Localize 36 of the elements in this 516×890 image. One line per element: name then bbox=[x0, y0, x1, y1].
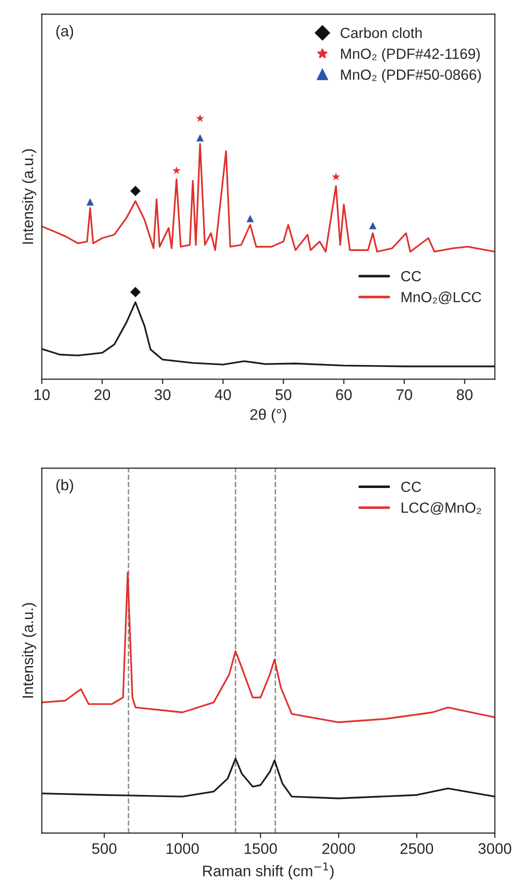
x-tick-label: 50 bbox=[276, 389, 292, 400]
x-tick-label: 30 bbox=[154, 389, 171, 400]
legend-label: CC bbox=[401, 271, 421, 282]
x-tick-label: 2000 bbox=[322, 843, 356, 854]
legend-label: MnO₂ (PDF#50-0866) bbox=[341, 69, 481, 83]
x-tick-label: 2500 bbox=[400, 843, 434, 854]
x-tick-label: 80 bbox=[456, 389, 473, 400]
point bbox=[172, 166, 181, 174]
point bbox=[86, 198, 94, 206]
legend-label: MnO₂@LCC bbox=[402, 292, 482, 304]
point bbox=[332, 172, 340, 180]
x-tick-label: 60 bbox=[336, 389, 352, 400]
text: (a) bbox=[56, 25, 74, 40]
point bbox=[246, 214, 254, 222]
x-tick-label: 500 bbox=[92, 843, 116, 854]
x-axis-title: 2θ (°) bbox=[250, 408, 286, 423]
point bbox=[196, 114, 204, 122]
x-tick-label: 1500 bbox=[244, 843, 277, 854]
legend-label: Carbon cloth bbox=[340, 27, 422, 38]
legend-label: LCC@MnO₂ bbox=[402, 502, 481, 515]
point bbox=[130, 286, 141, 298]
x-axis-title: Raman shift (cm$^{−1}$) bbox=[203, 862, 334, 880]
text: (b) bbox=[56, 479, 74, 494]
x-tick-label: 40 bbox=[214, 389, 231, 400]
point bbox=[130, 186, 141, 196]
y-axis-title: Intensity (a.u.) bbox=[22, 149, 36, 244]
x-tick-label: 10 bbox=[34, 389, 50, 400]
x-tick-label: 20 bbox=[94, 389, 110, 400]
point bbox=[196, 134, 204, 142]
point bbox=[369, 222, 376, 230]
legend-label: MnO₂ (PDF#42-1169) bbox=[341, 48, 480, 62]
x-tick-label: 1000 bbox=[166, 843, 199, 854]
y-axis-title: Intensity (a.u.) bbox=[22, 603, 36, 698]
x-tick-label: 70 bbox=[396, 389, 412, 400]
legend-label: CC bbox=[401, 482, 421, 492]
x-tick-label: 3000 bbox=[478, 843, 512, 854]
